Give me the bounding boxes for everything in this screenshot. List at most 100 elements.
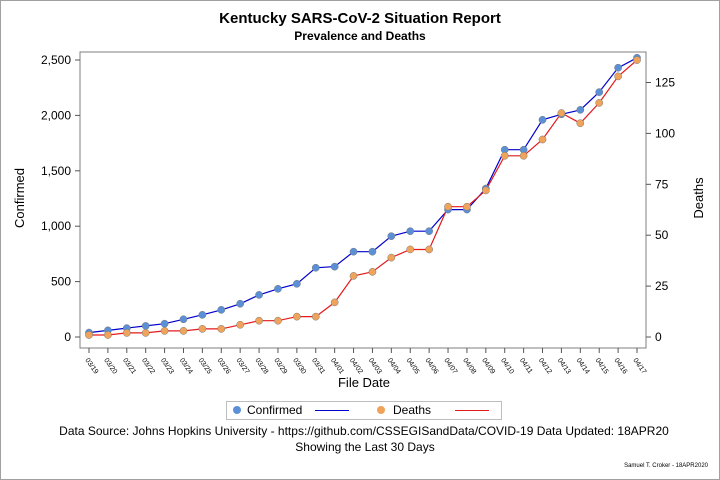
chart-subtitle: Prevalence and Deaths [294,29,426,43]
x-tick-label: 03/24 [178,357,194,375]
deaths-point [274,316,282,325]
confirmed-point [217,306,226,314]
confirmed-point [595,88,604,96]
deaths-point [217,325,226,333]
confirmed-line [88,57,638,334]
confirmed-point [160,319,169,328]
deaths-point [160,327,169,335]
deaths-point [387,253,396,262]
confirmed-point [274,284,282,293]
y-right-tick-label: 100 [655,126,675,140]
x-tick-label: 04/14 [575,357,591,375]
x-tick-label: 03/29 [272,357,288,375]
confirmed-point [236,299,245,308]
confirmed-point [255,291,263,299]
x-tick-label: 03/27 [235,357,251,375]
chart-legend: Confirmed Deaths [226,401,502,420]
plot-marks [85,53,641,339]
x-tick-label: 04/13 [556,357,572,375]
legend-deaths-marker [377,406,385,414]
x-tick-label: 04/17 [631,357,647,375]
x-tick-label: 03/30 [291,357,307,375]
x-tick-label: 04/07 [442,357,458,375]
legend-confirmed-line [315,410,349,411]
author-credit: Samuel T. Croker - 18APR2020 [624,463,708,469]
confirmed-point [349,247,358,256]
deaths-point [481,186,490,195]
deaths-point [293,312,301,321]
x-tick-label: 04/15 [594,357,610,375]
y-right-tick-label: 75 [655,177,669,191]
legend-confirmed-marker [233,406,241,414]
deaths-point [463,202,471,211]
y-left-tick-label: 2,500 [41,53,71,67]
footer-source: Data Source: Johns Hopkins University - … [59,424,669,438]
deaths-point [538,135,547,144]
chart-title: Kentucky SARS-CoV-2 Situation Report [219,10,501,27]
x-tick-label: 03/22 [140,357,156,375]
legend-deaths-label: Deaths [393,403,432,417]
deaths-point [519,151,528,160]
confirmed-point [406,227,415,236]
y-axis-left-label: Confirmed [12,168,27,228]
legend-confirmed-label: Confirmed [247,403,303,417]
confirmed-point [179,315,188,324]
chart-plot: 0 500 1,000 1,500 2,000 2,500 0 25 50 75 100 125 03/… [12,51,706,390]
confirmed-point [141,322,150,330]
x-tick-label: 03/31 [310,357,326,375]
x-tick-label: 03/26 [216,357,232,375]
footer-window: Showing the Last 30 Days [295,440,435,454]
y-axis-right-label: Deaths [691,177,706,219]
x-tick-label: 04/09 [480,357,496,375]
x-tick-label: 04/06 [423,357,439,375]
x-tick-label: 04/11 [518,357,534,375]
confirmed-point [198,310,207,319]
confirmed-point [576,106,585,114]
confirmed-point [425,227,433,236]
deaths-point [557,109,566,117]
y-right-tick-label: 25 [655,279,669,293]
deaths-point [311,312,320,321]
x-axis-label: File Date [338,375,390,390]
deaths-point [236,320,245,329]
x-tick-label: 04/01 [329,357,345,375]
x-tick-label: 03/20 [102,357,118,375]
deaths-point [576,119,585,128]
x-tick-label: 04/12 [537,357,553,375]
y-left-tick-label: 1,500 [41,164,71,178]
deaths-point [444,202,452,211]
deaths-point [633,56,641,64]
x-tick-label: 04/03 [367,357,383,375]
deaths-point [85,331,93,339]
deaths-point [330,298,339,307]
deaths-point [349,272,358,280]
deaths-point [104,331,112,339]
deaths-point [255,316,263,325]
deaths-point [179,327,188,335]
confirmed-point [387,232,396,241]
deaths-point [595,99,604,107]
deaths-point [198,325,207,333]
x-tick-label: 04/04 [386,357,402,375]
deaths-point [122,329,131,337]
x-tick-label: 03/19 [83,357,99,375]
deaths-point [368,267,377,276]
x-tick-label: 04/10 [499,357,515,375]
confirmed-point [538,115,547,124]
plot-area-frame [79,51,647,349]
x-tick-label: 03/23 [159,357,175,375]
x-tick-label: 04/16 [612,357,628,375]
y-left-tick-label: 1,000 [41,219,71,233]
x-tick-label: 03/25 [197,357,213,375]
deaths-point [406,245,415,254]
deaths-point [425,245,433,254]
y-left-tick-label: 0 [64,330,71,344]
deaths-line [89,59,638,336]
confirmed-point [330,262,339,271]
y-right-tick-label: 0 [655,330,662,344]
y-left-tick-label: 500 [51,275,71,289]
confirmed-point [614,63,622,72]
confirmed-point [293,279,301,288]
y-right-tick-label: 50 [655,228,669,242]
x-tick-label: 04/05 [405,357,421,375]
